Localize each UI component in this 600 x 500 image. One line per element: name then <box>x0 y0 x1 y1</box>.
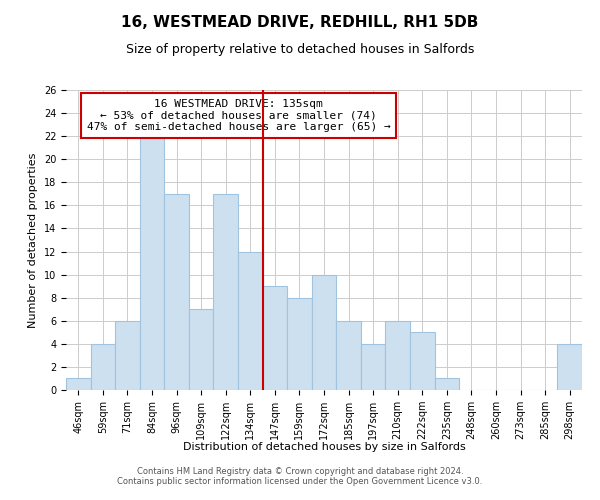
Bar <box>91 344 115 390</box>
Bar <box>164 194 189 390</box>
X-axis label: Distribution of detached houses by size in Salfords: Distribution of detached houses by size … <box>182 442 466 452</box>
Bar <box>238 252 263 390</box>
Bar <box>263 286 287 390</box>
Bar <box>214 194 238 390</box>
Bar <box>385 321 410 390</box>
Y-axis label: Number of detached properties: Number of detached properties <box>28 152 38 328</box>
Bar <box>312 274 336 390</box>
Bar <box>189 309 214 390</box>
Text: 16 WESTMEAD DRIVE: 135sqm
← 53% of detached houses are smaller (74)
47% of semi-: 16 WESTMEAD DRIVE: 135sqm ← 53% of detac… <box>87 99 391 132</box>
Text: 16, WESTMEAD DRIVE, REDHILL, RH1 5DB: 16, WESTMEAD DRIVE, REDHILL, RH1 5DB <box>121 15 479 30</box>
Bar <box>410 332 434 390</box>
Bar <box>66 378 91 390</box>
Text: Contains public sector information licensed under the Open Government Licence v3: Contains public sector information licen… <box>118 477 482 486</box>
Bar <box>287 298 312 390</box>
Bar <box>140 136 164 390</box>
Text: Size of property relative to detached houses in Salfords: Size of property relative to detached ho… <box>126 42 474 56</box>
Bar <box>361 344 385 390</box>
Bar <box>115 321 140 390</box>
Bar <box>336 321 361 390</box>
Bar <box>557 344 582 390</box>
Text: Contains HM Land Registry data © Crown copyright and database right 2024.: Contains HM Land Registry data © Crown c… <box>137 467 463 476</box>
Bar <box>434 378 459 390</box>
